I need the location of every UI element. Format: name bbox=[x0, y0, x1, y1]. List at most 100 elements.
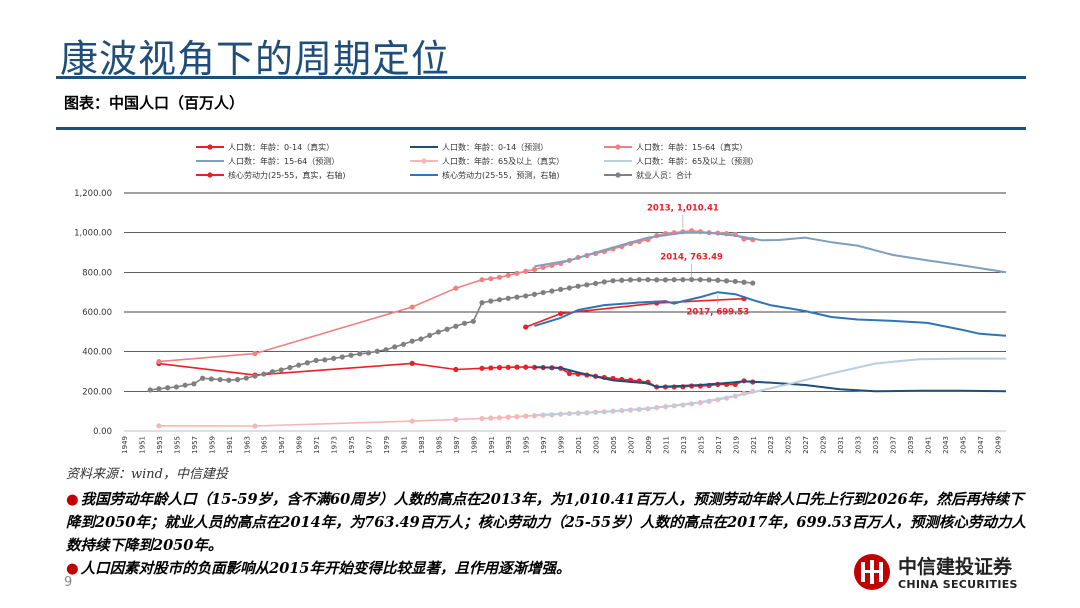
data-label: 2013, 1,010.41 bbox=[647, 204, 719, 214]
data-point bbox=[505, 414, 511, 420]
x-tick-label: 1957 bbox=[191, 436, 199, 454]
data-point bbox=[645, 277, 651, 283]
data-point bbox=[627, 277, 634, 283]
citic-logo-icon bbox=[854, 554, 890, 590]
data-point bbox=[601, 279, 607, 285]
data-point bbox=[383, 347, 389, 353]
data-point bbox=[296, 362, 302, 368]
x-tick-label: 1989 bbox=[470, 436, 478, 454]
x-tick-label: 2023 bbox=[767, 436, 775, 454]
x-tick-label: 2013 bbox=[680, 436, 688, 454]
data-point bbox=[435, 329, 441, 335]
legend-entry: 人口数：年龄：15-64（预测） bbox=[228, 156, 339, 166]
data-point bbox=[514, 364, 520, 370]
y-tick-label: 1,000.00 bbox=[74, 229, 112, 239]
logo-english-name: CHINA SECURITIES bbox=[898, 578, 1018, 591]
data-point bbox=[496, 297, 503, 303]
x-tick-label: 2003 bbox=[593, 436, 601, 454]
x-tick-label: 2047 bbox=[977, 436, 985, 454]
series-line bbox=[534, 291, 1007, 337]
page-number: 9 bbox=[64, 575, 73, 590]
data-point bbox=[523, 268, 529, 274]
series-line bbox=[150, 278, 753, 391]
y-axis: 0.00 200.00 400.00 600.00 800.00 1,000.00 1,20… bbox=[74, 189, 112, 437]
data-point bbox=[147, 387, 153, 393]
bullet-point-2: ● 人口因素对股市的负面影响从2015年开始变得比较显著，且作用逐渐增强。 bbox=[66, 557, 1026, 580]
x-tick-label: 1963 bbox=[243, 436, 251, 454]
y-tick-label: 800.00 bbox=[82, 268, 112, 278]
data-point bbox=[732, 278, 738, 285]
title-divider bbox=[56, 76, 1026, 79]
data-point bbox=[662, 277, 669, 283]
legend-entry: 人口数：年龄：0-14（预测） bbox=[442, 142, 548, 152]
x-tick-label: 2009 bbox=[645, 436, 653, 454]
data-point bbox=[444, 326, 450, 332]
data-point bbox=[610, 278, 616, 284]
legend-entry: 核心劳动力(25-55，预测，右轴) bbox=[442, 170, 560, 180]
x-tick-label: 2025 bbox=[785, 436, 793, 454]
data-point bbox=[514, 294, 520, 300]
x-tick-label: 1975 bbox=[348, 436, 356, 454]
x-tick-label: 2015 bbox=[697, 436, 705, 454]
subtitle-divider bbox=[56, 127, 1026, 130]
x-tick-label: 1961 bbox=[226, 436, 234, 454]
x-tick-label: 2001 bbox=[575, 436, 583, 454]
data-point bbox=[549, 288, 555, 294]
chart-gridlines bbox=[124, 192, 1006, 432]
legend-entry: 人口数：年龄：65及以上（预测） bbox=[636, 156, 758, 166]
data-point bbox=[496, 364, 503, 371]
data-point bbox=[453, 285, 459, 291]
y-tick-label: 0.00 bbox=[93, 427, 112, 437]
data-point bbox=[313, 357, 319, 363]
data-point bbox=[199, 375, 206, 381]
x-tick-label: 2041 bbox=[924, 436, 932, 454]
data-point bbox=[514, 270, 520, 276]
data-point bbox=[750, 280, 756, 286]
company-logo: 中信建投证券 CHINA SECURITIES bbox=[852, 550, 1032, 598]
data-point bbox=[558, 310, 564, 317]
y-tick-label: 600.00 bbox=[82, 308, 112, 318]
x-tick-label: 1953 bbox=[156, 436, 164, 454]
x-tick-label: 1981 bbox=[400, 436, 408, 454]
data-point bbox=[165, 385, 171, 391]
x-tick-label: 2037 bbox=[889, 436, 897, 454]
data-point bbox=[330, 355, 337, 362]
series-line bbox=[525, 297, 745, 328]
data-point bbox=[234, 377, 241, 383]
data-point bbox=[689, 276, 695, 283]
data-point bbox=[488, 298, 494, 304]
data-point bbox=[400, 341, 407, 347]
data-point bbox=[505, 364, 511, 370]
series-line bbox=[158, 229, 753, 363]
data-point bbox=[156, 423, 162, 429]
chart-subtitle: 图表：中国人口（百万人） bbox=[64, 94, 245, 112]
bullet-text-1: 我国劳动年龄人口（15-59岁，含不满60周岁）人数的高点在2013年，为1,0… bbox=[66, 491, 1026, 554]
data-point bbox=[453, 323, 459, 329]
series-line bbox=[534, 231, 1007, 274]
data-point bbox=[374, 348, 380, 354]
data-point bbox=[584, 282, 590, 288]
bullet-text-2: 人口因素对股市的负面影响从2015年开始变得比较显著，且作用逐渐增强。 bbox=[80, 560, 571, 577]
data-point bbox=[636, 277, 642, 283]
data-point bbox=[287, 364, 293, 371]
data-point bbox=[470, 318, 476, 324]
y-tick-label: 200.00 bbox=[82, 387, 112, 397]
x-tick-label: 1965 bbox=[261, 436, 269, 454]
data-point bbox=[566, 370, 572, 377]
x-tick-label: 1979 bbox=[383, 436, 391, 454]
data-point bbox=[741, 279, 747, 285]
x-tick-label: 2007 bbox=[627, 436, 635, 454]
data-point bbox=[348, 352, 354, 358]
x-tick-label: 1983 bbox=[418, 436, 426, 454]
data-point bbox=[723, 278, 730, 284]
y-tick-label: 1,200.00 bbox=[74, 189, 112, 199]
x-tick-label: 1999 bbox=[558, 436, 566, 454]
data-point bbox=[523, 293, 529, 299]
data-point bbox=[680, 277, 686, 283]
data-point bbox=[252, 423, 258, 429]
data-label: 2017, 699.53 bbox=[686, 307, 749, 317]
x-tick-label: 2039 bbox=[907, 436, 915, 454]
x-tick-label: 2029 bbox=[820, 436, 828, 454]
x-tick-label: 1993 bbox=[505, 436, 513, 454]
data-point bbox=[182, 382, 188, 388]
